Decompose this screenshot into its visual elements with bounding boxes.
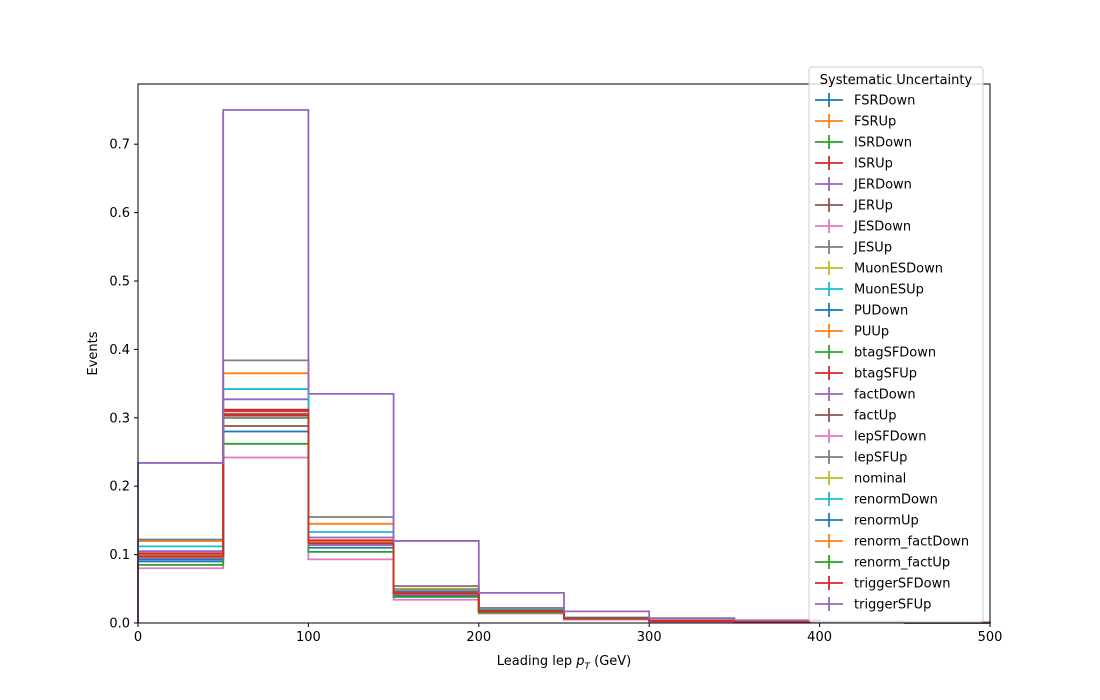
legend-label: lepSFUp [854, 451, 907, 466]
legend-item-renormUp: renormUp [815, 513, 919, 529]
x-tick-label: 0 [134, 630, 142, 645]
legend-label: nominal [854, 472, 906, 487]
y-axis: 0.0 0.1 0.2 0.3 0.4 0.5 0.6 0.7 [109, 138, 138, 632]
legend-label: renormDown [854, 493, 938, 508]
legend-label: ISRUp [854, 157, 893, 172]
legend-item-PUDown: PUDown [815, 303, 908, 319]
plot-frame [137, 83, 991, 624]
legend-label: triggerSFDown [854, 577, 950, 592]
x-axis: 0 100 200 300 400 500 [134, 623, 1003, 645]
legend-item-factUp: factUp [815, 408, 897, 424]
legend-label: FSRDown [854, 94, 915, 109]
legend-label: renorm_factUp [854, 556, 950, 571]
legend-label: renorm_factDown [854, 535, 969, 550]
y-tick-label: 0.4 [109, 343, 130, 358]
legend-item-btagSFUp: btagSFUp [815, 366, 917, 382]
legend-label: FSRUp [854, 115, 896, 130]
legend-item-btagSFDown: btagSFDown [815, 345, 936, 361]
y-tick-label: 0.0 [109, 617, 130, 632]
legend-box [808, 66, 984, 623]
legend-label: JERDown [853, 178, 912, 193]
x-axis-label-var: p [575, 654, 584, 669]
legend-item-MuonESDown: MuonESDown [815, 261, 943, 277]
legend-label: MuonESUp [854, 283, 924, 298]
x-tick-label: 300 [637, 630, 662, 645]
x-axis-label-prefix: Leading lep [497, 654, 576, 669]
legend-label: renormUp [854, 514, 919, 529]
legend: Systematic Uncertainty FSRDown FSRUp ISRDo… [808, 66, 984, 623]
legend-label: MuonESDown [854, 262, 943, 277]
legend-item-PUUp: PUUp [815, 324, 889, 340]
legend-label: PUUp [854, 325, 889, 340]
legend-label: btagSFUp [854, 367, 917, 382]
legend-item-lepSFUp: lepSFUp [815, 450, 907, 466]
legend-label: JERUp [853, 199, 893, 214]
x-tick-label: 500 [978, 630, 1003, 645]
legend-label: factDown [854, 388, 916, 403]
legend-label: btagSFDown [854, 346, 936, 361]
legend-item-JESUp: JESUp [815, 240, 892, 256]
y-tick-label: 0.7 [109, 138, 130, 153]
legend-item-MuonESUp: MuonESUp [815, 282, 924, 298]
legend-item-JESDown: JESDown [815, 219, 911, 235]
x-axis-label-suffix: (GeV) [590, 654, 631, 669]
legend-item-renorm_factUp: renorm_factUp [815, 555, 950, 571]
x-axis-label-sub: T [584, 662, 591, 672]
x-tick-label: 100 [296, 630, 321, 645]
legend-label: triggerSFUp [854, 598, 931, 613]
legend-item-ISRDown: ISRDown [815, 135, 912, 151]
legend-label: lepSFDown [854, 430, 926, 445]
y-tick-label: 0.3 [109, 411, 130, 426]
y-axis-label: Events [86, 331, 101, 375]
legend-label: PUDown [854, 304, 908, 319]
legend-label: JESDown [853, 220, 911, 235]
legend-item-renormDown: renormDown [815, 492, 938, 508]
y-tick-label: 0.1 [109, 548, 130, 563]
legend-item-triggerSFDown: triggerSFDown [815, 576, 950, 592]
legend-label: factUp [854, 409, 897, 424]
y-tick-label: 0.6 [109, 206, 130, 221]
legend-item-ISRUp: ISRUp [815, 156, 893, 172]
legend-item-triggerSFUp: triggerSFUp [815, 597, 931, 613]
legend-item-nominal: nominal [815, 471, 906, 487]
legend-label: ISRDown [854, 136, 912, 151]
legend-title: Systematic Uncertainty [820, 73, 973, 88]
y-tick-label: 0.5 [109, 274, 130, 289]
legend-item-renorm_factDown: renorm_factDown [815, 534, 969, 550]
legend-item-JERDown: JERDown [815, 177, 912, 193]
legend-item-factDown: factDown [815, 387, 916, 403]
legend-items: FSRDown FSRUp ISRDown ISRUp JERDown JERUp JESD… [815, 93, 969, 613]
legend-label: JESUp [853, 241, 892, 256]
x-tick-label: 200 [466, 630, 491, 645]
x-tick-label: 400 [807, 630, 832, 645]
legend-item-FSRDown: FSRDown [815, 93, 915, 109]
y-tick-label: 0.2 [109, 480, 130, 495]
legend-item-JERUp: JERUp [815, 198, 893, 214]
legend-item-lepSFDown: lepSFDown [815, 429, 926, 445]
legend-item-FSRUp: FSRUp [815, 114, 896, 130]
x-axis-label: Leading lep pT (GeV) [497, 654, 631, 672]
